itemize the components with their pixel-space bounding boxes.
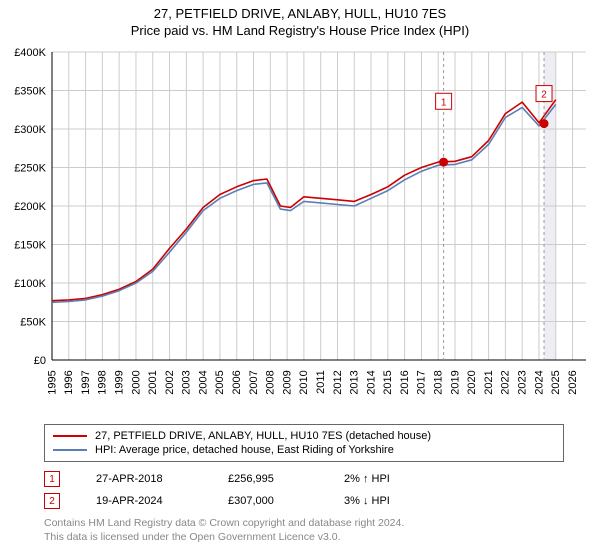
svg-text:2026: 2026: [567, 370, 579, 394]
sale-marker-badge: 2: [44, 493, 60, 509]
svg-text:1995: 1995: [46, 370, 58, 394]
svg-text:2022: 2022: [500, 370, 512, 394]
svg-text:2008: 2008: [265, 370, 277, 394]
legend-label: HPI: Average price, detached house, East…: [95, 444, 394, 456]
svg-text:2009: 2009: [281, 370, 293, 394]
svg-text:2025: 2025: [550, 370, 562, 394]
sale-price: £256,995: [228, 473, 308, 485]
sale-delta: 2% ↑ HPI: [344, 473, 390, 485]
svg-text:2003: 2003: [181, 370, 193, 394]
svg-text:£250K: £250K: [14, 163, 46, 175]
svg-text:2017: 2017: [416, 370, 428, 394]
sale-marker-badge: 1: [44, 471, 60, 487]
svg-text:2024: 2024: [533, 370, 545, 394]
svg-text:£0: £0: [34, 355, 46, 367]
svg-text:£400K: £400K: [14, 47, 46, 59]
sale-row: 2 19-APR-2024 £307,000 3% ↓ HPI: [44, 490, 564, 512]
svg-text:2016: 2016: [399, 370, 411, 394]
legend-label: 27, PETFIELD DRIVE, ANLABY, HULL, HU10 7…: [95, 430, 431, 442]
legend-item: 27, PETFIELD DRIVE, ANLABY, HULL, HU10 7…: [53, 429, 555, 443]
sale-row: 1 27-APR-2018 £256,995 2% ↑ HPI: [44, 468, 564, 490]
chart-subtitle: Price paid vs. HM Land Registry's House …: [0, 21, 600, 44]
svg-text:2020: 2020: [466, 370, 478, 394]
attribution-line: Contains HM Land Registry data © Crown c…: [44, 516, 564, 530]
svg-text:2001: 2001: [147, 370, 159, 394]
attribution: Contains HM Land Registry data © Crown c…: [44, 516, 564, 544]
svg-text:2012: 2012: [332, 370, 344, 394]
legend-swatch: [53, 435, 87, 437]
legend: 27, PETFIELD DRIVE, ANLABY, HULL, HU10 7…: [44, 424, 564, 462]
svg-text:2021: 2021: [483, 370, 495, 394]
svg-text:1997: 1997: [80, 370, 92, 394]
svg-text:2014: 2014: [365, 370, 377, 394]
svg-text:2019: 2019: [449, 370, 461, 394]
svg-text:2013: 2013: [349, 370, 361, 394]
svg-text:2002: 2002: [164, 370, 176, 394]
chart-area: £0 £50K £100K £150K £200K £250K £300K £350K £400…: [0, 44, 600, 424]
sale-date: 19-APR-2024: [96, 495, 192, 507]
svg-text:2000: 2000: [130, 370, 142, 394]
svg-text:2005: 2005: [214, 370, 226, 394]
sale-delta: 3% ↓ HPI: [344, 495, 390, 507]
svg-text:1996: 1996: [63, 370, 75, 394]
svg-text:£200K: £200K: [14, 201, 46, 213]
svg-text:2010: 2010: [298, 370, 310, 394]
svg-text:1999: 1999: [113, 370, 125, 394]
svg-text:2015: 2015: [382, 370, 394, 394]
line-chart: £0 £50K £100K £150K £200K £250K £300K £350K £400…: [0, 44, 600, 424]
svg-text:£300K: £300K: [14, 124, 46, 136]
svg-text:2011: 2011: [315, 370, 327, 394]
svg-text:2023: 2023: [516, 370, 528, 394]
svg-text:2018: 2018: [433, 370, 445, 394]
svg-text:2007: 2007: [248, 370, 260, 394]
svg-text:£350K: £350K: [14, 86, 46, 98]
chart-title: 27, PETFIELD DRIVE, ANLABY, HULL, HU10 7…: [0, 0, 600, 21]
svg-text:1998: 1998: [97, 370, 109, 394]
sale-price: £307,000: [228, 495, 308, 507]
sale-date: 27-APR-2018: [96, 473, 192, 485]
legend-swatch: [53, 449, 87, 451]
sales-table: 1 27-APR-2018 £256,995 2% ↑ HPI 2 19-APR-2024…: [44, 468, 564, 512]
attribution-line: This data is licensed under the Open Gov…: [44, 530, 564, 544]
svg-text:1: 1: [441, 97, 447, 108]
svg-text:£50K: £50K: [20, 317, 46, 329]
svg-text:£150K: £150K: [14, 240, 46, 252]
svg-text:2006: 2006: [231, 370, 243, 394]
title-group: 27, PETFIELD DRIVE, ANLABY, HULL, HU10 7…: [0, 0, 600, 44]
figure: 27, PETFIELD DRIVE, ANLABY, HULL, HU10 7…: [0, 0, 600, 560]
svg-text:£100K: £100K: [14, 278, 46, 290]
svg-text:2004: 2004: [197, 370, 209, 394]
legend-item: HPI: Average price, detached house, East…: [53, 443, 555, 457]
svg-text:2: 2: [541, 90, 547, 101]
